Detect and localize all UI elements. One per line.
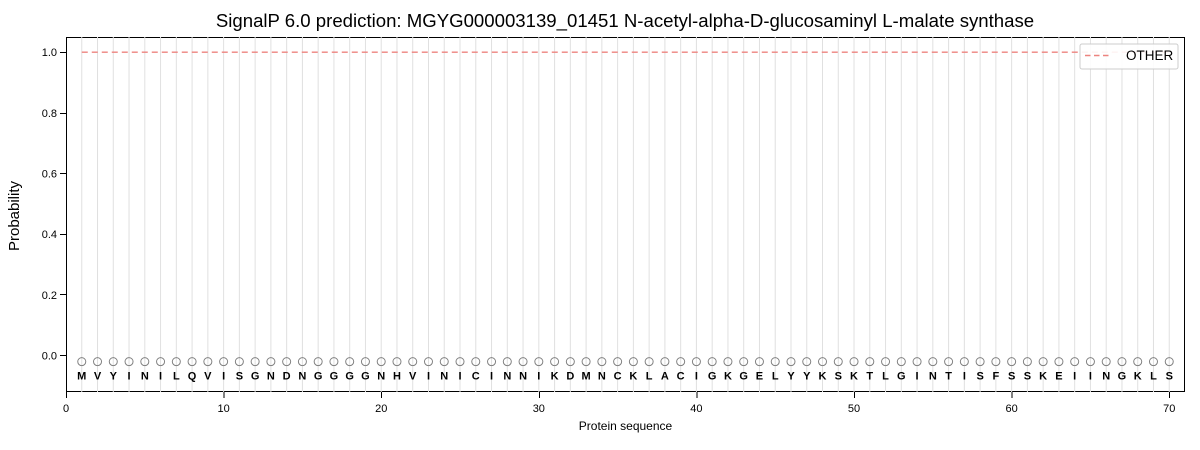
svg-text:L: L [882,371,889,383]
svg-text:0.0: 0.0 [42,351,57,363]
svg-text:40: 40 [690,403,702,415]
svg-text:G: G [251,371,260,383]
svg-text:G: G [361,371,370,383]
svg-text:G: G [330,371,339,383]
svg-text:N: N [519,371,527,383]
svg-text:G: G [739,371,748,383]
svg-text:1.0: 1.0 [42,47,57,59]
svg-text:N: N [440,371,448,383]
svg-text:E: E [756,371,763,383]
svg-text:0.4: 0.4 [42,229,57,241]
svg-text:G: G [897,371,906,383]
svg-text:K: K [551,371,559,383]
svg-text:S: S [835,371,842,383]
svg-text:I: I [427,371,430,383]
svg-text:H: H [393,371,401,383]
svg-text:70: 70 [1163,403,1175,415]
svg-text:T: T [945,371,952,383]
svg-text:D: D [283,371,291,383]
svg-text:50: 50 [848,403,860,415]
svg-text:N: N [598,371,606,383]
svg-text:60: 60 [1006,403,1018,415]
svg-text:F: F [993,371,1000,383]
svg-text:I: I [458,371,461,383]
svg-text:10: 10 [217,403,229,415]
svg-text:V: V [204,371,212,383]
svg-text:S: S [1008,371,1015,383]
svg-text:I: I [537,371,540,383]
svg-text:K: K [819,371,827,383]
svg-text:L: L [173,371,180,383]
svg-text:L: L [1150,371,1157,383]
svg-text:Probability: Probability [6,180,23,251]
svg-text:C: C [472,371,480,383]
svg-text:E: E [1055,371,1062,383]
svg-text:Y: Y [787,371,795,383]
svg-text:S: S [236,371,243,383]
svg-text:M: M [77,371,86,383]
svg-text:Protein sequence: Protein sequence [579,419,673,433]
svg-text:D: D [566,371,574,383]
svg-text:N: N [929,371,937,383]
svg-text:S: S [1024,371,1031,383]
svg-text:C: C [677,371,685,383]
svg-text:K: K [1134,371,1142,383]
svg-text:N: N [298,371,306,383]
svg-text:N: N [1102,371,1110,383]
svg-text:20: 20 [375,403,387,415]
svg-text:S: S [1166,371,1173,383]
svg-text:I: I [490,371,493,383]
svg-text:0.6: 0.6 [42,169,57,181]
svg-text:G: G [708,371,717,383]
svg-text:I: I [916,371,919,383]
svg-text:K: K [629,371,637,383]
svg-text:0: 0 [63,403,69,415]
svg-text:T: T [866,371,873,383]
svg-text:C: C [614,371,622,383]
svg-text:K: K [724,371,732,383]
svg-text:I: I [1089,371,1092,383]
svg-text:30: 30 [533,403,545,415]
svg-text:V: V [409,371,417,383]
svg-text:G: G [345,371,354,383]
svg-text:Y: Y [110,371,118,383]
svg-text:N: N [377,371,385,383]
svg-text:L: L [646,371,653,383]
svg-text:G: G [314,371,323,383]
svg-text:N: N [141,371,149,383]
svg-text:SignalP 6.0 prediction: MGYG00: SignalP 6.0 prediction: MGYG000003139_01… [216,10,1034,32]
svg-text:L: L [772,371,779,383]
svg-text:Q: Q [188,371,197,383]
svg-text:0.2: 0.2 [42,290,57,302]
svg-text:G: G [1118,371,1127,383]
svg-text:S: S [976,371,983,383]
svg-text:M: M [582,371,591,383]
svg-text:I: I [963,371,966,383]
svg-text:K: K [850,371,858,383]
svg-text:0.8: 0.8 [42,108,57,120]
svg-text:V: V [94,371,102,383]
svg-text:K: K [1039,371,1047,383]
svg-text:N: N [267,371,275,383]
svg-text:I: I [222,371,225,383]
svg-text:OTHER: OTHER [1126,48,1174,63]
svg-text:Y: Y [803,371,811,383]
svg-text:I: I [695,371,698,383]
svg-text:I: I [1073,371,1076,383]
svg-text:N: N [503,371,511,383]
svg-text:I: I [159,371,162,383]
svg-text:I: I [128,371,131,383]
svg-text:A: A [661,371,669,383]
